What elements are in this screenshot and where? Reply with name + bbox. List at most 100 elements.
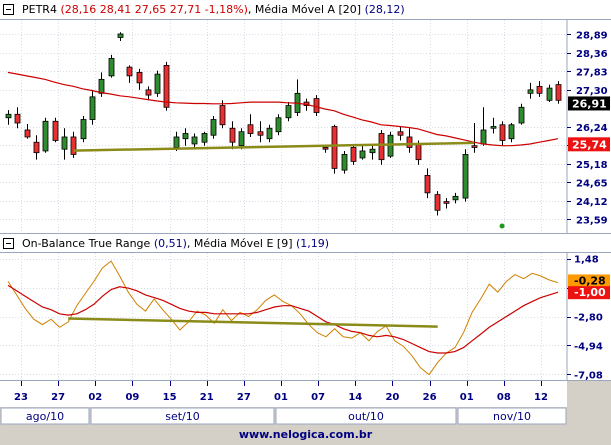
ohlc-values: (28,16 28,41 27,65 27,71 -1,18%) — [60, 3, 248, 16]
x-tick-label: 08 — [497, 392, 511, 403]
candle-body — [350, 147, 357, 162]
candle-body — [126, 66, 133, 77]
candle-body — [33, 141, 40, 154]
candle-body — [424, 174, 431, 194]
indicator-ma-value: (1,19) — [296, 237, 330, 250]
indicator-tick-label: -2,80 — [574, 313, 603, 324]
candle-body — [182, 133, 189, 140]
candle-body — [108, 58, 115, 77]
candle-body — [490, 126, 497, 129]
last-price-label: 26,91 — [572, 97, 607, 110]
price-tick-label: 24,65 — [576, 178, 608, 189]
indicator-name: On-Balance True Range — [22, 237, 151, 250]
indicator-last-badge — [568, 274, 610, 288]
candle-body — [462, 154, 469, 199]
x-tick-label: 27 — [237, 392, 251, 403]
obtr-moving-average-line — [7, 284, 559, 354]
candle-body — [145, 89, 152, 96]
month-cell — [90, 407, 275, 425]
x-tick-label: 20 — [385, 392, 399, 403]
x-tick-label: 21 — [200, 392, 214, 403]
candle-body — [359, 150, 366, 159]
price-panel-title: PETR4 (28,16 28,41 27,65 27,71 -1,18%), … — [22, 3, 405, 16]
footer-url: www.nelogica.com.br — [238, 428, 373, 441]
candle-body — [555, 84, 562, 101]
month-label: nov/10 — [493, 410, 531, 423]
obtr-trendline — [68, 317, 438, 328]
candle-body — [136, 71, 143, 84]
candle-body — [285, 105, 292, 119]
indicator-ma-badge — [568, 286, 610, 300]
candle-body — [415, 143, 422, 161]
x-tick-label: 01 — [460, 392, 474, 403]
indicator-tick-label: -4,94 — [574, 341, 603, 352]
candle-body — [546, 87, 553, 101]
indicator-value: (0,51) — [153, 237, 187, 250]
indicator-panel-header: On-Balance True Range (0,51), Média Móve… — [0, 233, 611, 253]
month-cell — [0, 407, 90, 425]
month-label: out/10 — [348, 410, 384, 423]
candle-body — [89, 96, 96, 120]
candle-body — [406, 136, 413, 148]
price-trendline — [73, 141, 475, 152]
price-plot-area — [0, 20, 567, 233]
candle-body — [266, 127, 273, 140]
candle-body — [210, 119, 217, 136]
x-tick-label: 27 — [51, 392, 65, 403]
indicator-last-label: -0,28 — [574, 274, 606, 287]
ticker-label: PETR4 — [22, 3, 57, 16]
close-icon[interactable] — [3, 238, 14, 249]
price-tick-label: 24,12 — [576, 197, 608, 208]
candle-body — [201, 133, 208, 143]
candle-body — [480, 129, 487, 145]
ma-value: (28,12) — [364, 3, 405, 16]
x-tick-label: 02 — [88, 392, 102, 403]
x-tick-label: 14 — [348, 392, 362, 403]
candle-body — [247, 124, 254, 134]
signal-marker — [499, 223, 505, 229]
candle-body — [52, 120, 59, 141]
close-icon[interactable] — [3, 4, 14, 15]
candle-body — [499, 124, 506, 141]
candle-body — [322, 147, 329, 150]
candle-body — [518, 106, 525, 124]
candle-body — [229, 127, 236, 143]
candle-body — [527, 89, 534, 94]
candle-body — [275, 117, 282, 133]
x-tick-label: 26 — [423, 392, 437, 403]
last-price-badge — [568, 96, 610, 111]
candle-body — [70, 136, 77, 155]
price-tick-label: 23,59 — [576, 215, 608, 226]
candle-body — [443, 201, 450, 204]
x-tick-label: 23 — [14, 392, 28, 403]
ma-label: Média Móvel A [20] — [254, 3, 362, 16]
candle-body — [536, 85, 543, 94]
candle-body — [341, 154, 348, 171]
ma-last-label: 25,74 — [572, 138, 607, 151]
price-axis-area — [567, 20, 611, 233]
candle-body — [163, 64, 170, 108]
x-tick-label: 07 — [311, 392, 325, 403]
candle-body — [313, 98, 320, 113]
x-tick-label: 09 — [125, 392, 139, 403]
candle-body — [508, 124, 515, 140]
candle-body — [219, 105, 226, 126]
candle-body — [452, 195, 459, 201]
price-tick-label: 27,30 — [576, 86, 608, 97]
month-cell — [457, 407, 567, 425]
indicator-tick-label: 1,48 — [574, 255, 599, 266]
price-panel-header: PETR4 (28,16 28,41 27,65 27,71 -1,18%), … — [0, 0, 611, 20]
candle-body — [24, 129, 31, 138]
price-tick-label: 26,24 — [576, 123, 608, 134]
indicator-ma-label: Média Móvel E [9] — [193, 237, 293, 250]
indicator-axis-area — [567, 253, 611, 380]
candle-body — [154, 73, 161, 94]
candle-body — [117, 33, 124, 38]
indicator-ma-label: -1,00 — [574, 286, 606, 299]
price-tick-label: 28,89 — [576, 30, 608, 41]
candle-body — [434, 194, 441, 211]
month-label: ago/10 — [26, 410, 64, 423]
candle-body — [331, 126, 338, 169]
price-moving-average-line — [7, 71, 559, 147]
x-tick-label: 12 — [534, 392, 548, 403]
